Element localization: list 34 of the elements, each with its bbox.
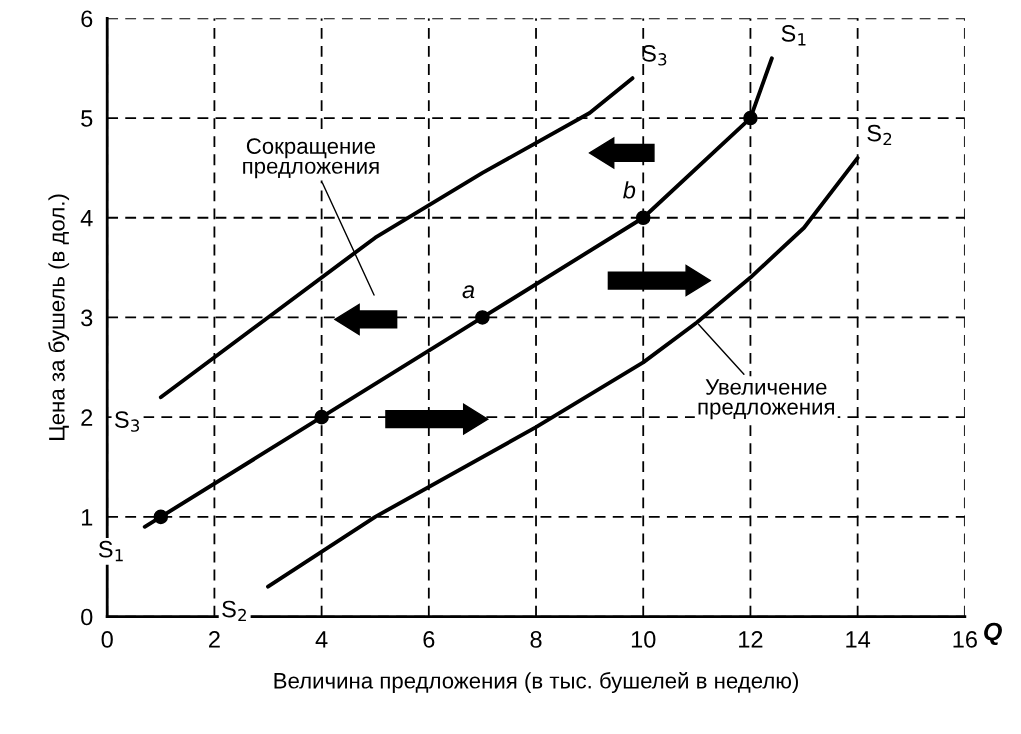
x-tick-label: 14: [846, 631, 871, 648]
point: [475, 310, 490, 325]
point: [743, 110, 758, 126]
series-label: S$_{1}$: [781, 25, 806, 46]
point: [314, 409, 329, 425]
annotation: a: [462, 285, 475, 299]
y-axis-title: Цена за бушель (в дол.): [48, 194, 70, 440]
annotation: Сокращение предложения: [243, 138, 379, 179]
x-tick-label: 12: [739, 631, 763, 648]
series-label: S$_{2}$: [867, 124, 892, 146]
y-tick-label: 3: [81, 309, 93, 327]
point: [635, 210, 651, 226]
text: Q: [984, 622, 1002, 646]
x-axis-title: Величина предложения (в тыс. бушелей в неделю): [274, 671, 798, 694]
y-tick-label: 0: [81, 608, 93, 626]
x-tick-label: 6: [423, 631, 435, 648]
x-tick-label: 2: [209, 631, 220, 648]
annotation: Увеличение предложения: [698, 379, 834, 420]
text: S$_{1}$: [98, 540, 123, 562]
x-tick-label: 8: [530, 631, 542, 648]
series-label: S$_{3}$: [642, 44, 667, 66]
y-tick-label: 6: [81, 10, 93, 28]
y-tick-label: 1: [81, 509, 93, 526]
y-tick-label: 4: [80, 210, 93, 227]
x-tick-label: 4: [315, 631, 328, 648]
x-tick-label: 0: [101, 631, 113, 648]
y-tick-label: 5: [81, 110, 93, 127]
text: S$_{3}$: [114, 411, 140, 432]
x-tick-label: 10: [631, 631, 656, 648]
x-tick-label: 16: [953, 631, 977, 648]
annotation: b: [623, 181, 636, 199]
text: S$_{2}$: [222, 600, 246, 622]
y-tick-label: 2: [81, 409, 93, 426]
point: [153, 509, 169, 525]
